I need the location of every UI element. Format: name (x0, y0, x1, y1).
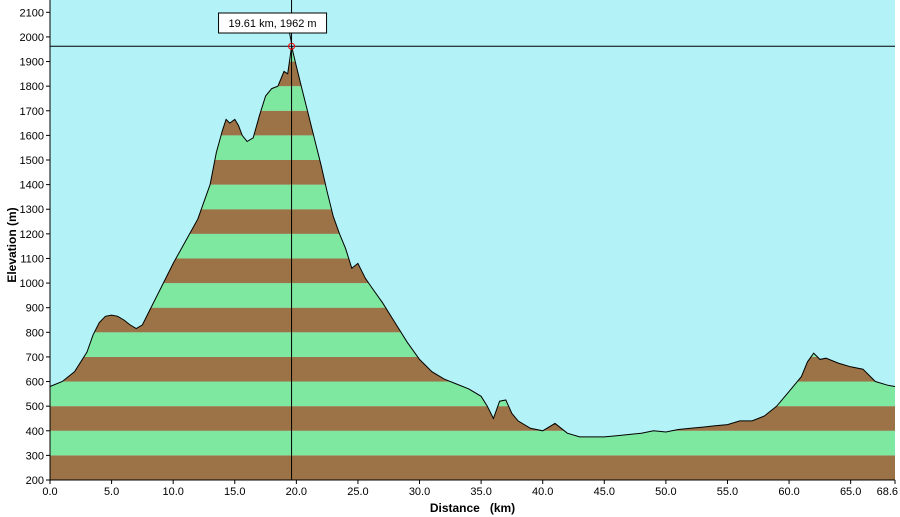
y-tick-label: 300 (26, 450, 44, 462)
x-tick-label: 25.0 (347, 486, 368, 498)
x-tick-label: 68.6 (877, 486, 898, 498)
x-tick-label: 45.0 (594, 486, 615, 498)
x-tick-label: 40.0 (532, 486, 553, 498)
x-tick-label: 35.0 (470, 486, 491, 498)
x-tick-label: 15.0 (224, 486, 245, 498)
y-tick-label: 500 (26, 401, 44, 413)
y-tick-label: 1900 (20, 57, 44, 69)
y-tick-label: 800 (26, 327, 44, 339)
y-tick-label: 1100 (20, 253, 44, 265)
y-tick-label: 1500 (20, 155, 44, 167)
cursor: 19.61 km, 1962 m (50, 0, 895, 480)
terrain-outline (49, 46, 896, 438)
y-tick-label: 1600 (20, 130, 44, 142)
y-tick-label: 600 (26, 377, 44, 389)
y-tick-label: 900 (26, 303, 44, 315)
cursor-callout-label: 19.61 km, 1962 m (229, 18, 317, 30)
x-tick-label: 60.0 (778, 486, 799, 498)
y-tick-label: 1800 (20, 81, 44, 93)
y-tick-label: 1700 (20, 106, 44, 118)
y-axis-ticks: 200 300 400 500 600 700 800 900 1000 1100 1200 1300… (20, 7, 50, 487)
y-tick-label: 200 (26, 475, 44, 487)
y-tick-label: 700 (26, 352, 44, 364)
y-tick-label: 2000 (20, 32, 44, 44)
y-tick-label: 1400 (20, 180, 44, 192)
x-axis-title: Distance (km) (430, 501, 515, 515)
x-tick-label: 65.0 (840, 486, 861, 498)
x-tick-label: 30.0 (409, 486, 430, 498)
x-tick-label: 20.0 (286, 486, 307, 498)
elevation-band (50, 430, 895, 456)
x-tick-label: 0.0 (42, 486, 57, 498)
y-tick-label: 1200 (20, 229, 44, 241)
elevation-band (50, 455, 895, 480)
cursor-callout-pointer (289, 32, 293, 44)
y-tick-label: 1000 (20, 278, 44, 290)
axes (49, 0, 895, 481)
x-tick-label: 55.0 (717, 486, 738, 498)
x-tick-label: 50.0 (655, 486, 676, 498)
x-tick-label: 10.0 (162, 486, 183, 498)
cursor-callout-box (218, 12, 328, 34)
x-tick-label: 5.0 (104, 486, 119, 498)
y-tick-label: 400 (26, 426, 44, 438)
y-tick-label: 1300 (20, 204, 44, 216)
x-axis-ticks: 0.0 5.0 10.0 15.0 20.0 25.0 30.0 35.0 40.0 45.0 50… (42, 480, 898, 498)
y-tick-label: 2100 (20, 7, 44, 19)
y-axis-title: Elevation (m) (5, 207, 19, 282)
